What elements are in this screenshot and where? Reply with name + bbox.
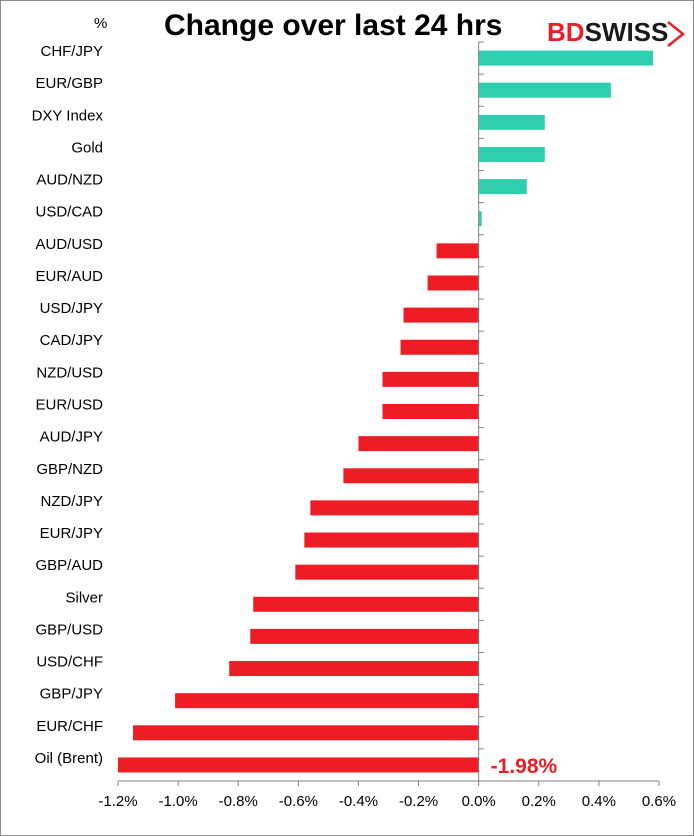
category-label: EUR/GBP bbox=[35, 75, 103, 92]
category-label: AUD/USD bbox=[35, 236, 103, 253]
bar bbox=[295, 564, 479, 580]
bar bbox=[133, 725, 479, 741]
brand-logo: BDSWISS bbox=[547, 17, 686, 47]
x-tick-label: 0.6% bbox=[642, 793, 676, 810]
bar bbox=[175, 693, 479, 709]
category-label: EUR/JPY bbox=[40, 525, 103, 542]
x-tick-label: -0.4% bbox=[339, 793, 378, 810]
bar bbox=[118, 757, 479, 773]
plot-area: CHF/JPY EUR/GBP DXY Index Gold AUD/NZD USD/CA… bbox=[32, 41, 676, 810]
logo-text: BDSWISS bbox=[547, 17, 668, 47]
category-label: CAD/JPY bbox=[40, 332, 103, 349]
x-tick-label: 0.4% bbox=[582, 793, 616, 810]
x-tick-label: -0.6% bbox=[279, 793, 318, 810]
x-tick-label: -1.0% bbox=[159, 793, 198, 810]
category-label: NZD/JPY bbox=[40, 493, 103, 510]
bar bbox=[478, 146, 545, 162]
category-label: EUR/AUD bbox=[35, 268, 103, 285]
bar bbox=[343, 468, 479, 484]
category-label: GBP/AUD bbox=[35, 557, 103, 574]
category-label: GBP/JPY bbox=[40, 686, 103, 703]
category-label: USD/CHF bbox=[36, 654, 103, 671]
x-tick-label: 0.0% bbox=[462, 793, 496, 810]
bar bbox=[478, 114, 545, 130]
annotation-label: -1.98% bbox=[491, 755, 558, 778]
bar bbox=[478, 179, 527, 195]
category-label: GBP/NZD bbox=[36, 461, 103, 478]
bar bbox=[478, 82, 611, 98]
category-label: NZD/USD bbox=[36, 364, 103, 381]
category-label: USD/CAD bbox=[35, 204, 103, 221]
bar bbox=[427, 275, 479, 291]
category-label: EUR/USD bbox=[35, 397, 103, 414]
category-label: AUD/NZD bbox=[36, 172, 103, 189]
bar bbox=[358, 436, 479, 452]
bar bbox=[478, 211, 482, 227]
bar bbox=[382, 371, 479, 387]
logo-bd: BD bbox=[547, 17, 585, 47]
unit-label: % bbox=[94, 15, 107, 32]
category-label: AUD/JPY bbox=[40, 429, 103, 446]
category-label: EUR/CHF bbox=[36, 718, 103, 735]
bar bbox=[436, 243, 479, 259]
x-tick-label: -0.8% bbox=[219, 793, 258, 810]
category-label: Gold bbox=[71, 139, 103, 156]
category-label: Silver bbox=[65, 589, 103, 606]
category-label: GBP/USD bbox=[35, 621, 103, 638]
bar bbox=[382, 404, 479, 419]
bar bbox=[400, 339, 479, 355]
logo-chevron-icon bbox=[667, 21, 686, 47]
bar bbox=[304, 532, 479, 548]
category-label: Oil (Brent) bbox=[35, 750, 103, 767]
x-tick-label: -1.2% bbox=[98, 793, 137, 810]
chart-title: Change over last 24 hrs bbox=[164, 9, 502, 42]
bar bbox=[478, 50, 653, 66]
bar bbox=[253, 596, 479, 612]
bar bbox=[250, 628, 479, 644]
x-tick-label: 0.2% bbox=[522, 793, 556, 810]
category-label: CHF/JPY bbox=[40, 43, 103, 60]
bar bbox=[403, 307, 479, 323]
category-label: DXY Index bbox=[32, 107, 104, 124]
x-tick-label: -0.2% bbox=[399, 793, 438, 810]
logo-swiss: SWISS bbox=[585, 17, 669, 47]
category-label: USD/JPY bbox=[40, 300, 103, 317]
bar bbox=[229, 661, 479, 677]
bar bbox=[310, 500, 479, 516]
